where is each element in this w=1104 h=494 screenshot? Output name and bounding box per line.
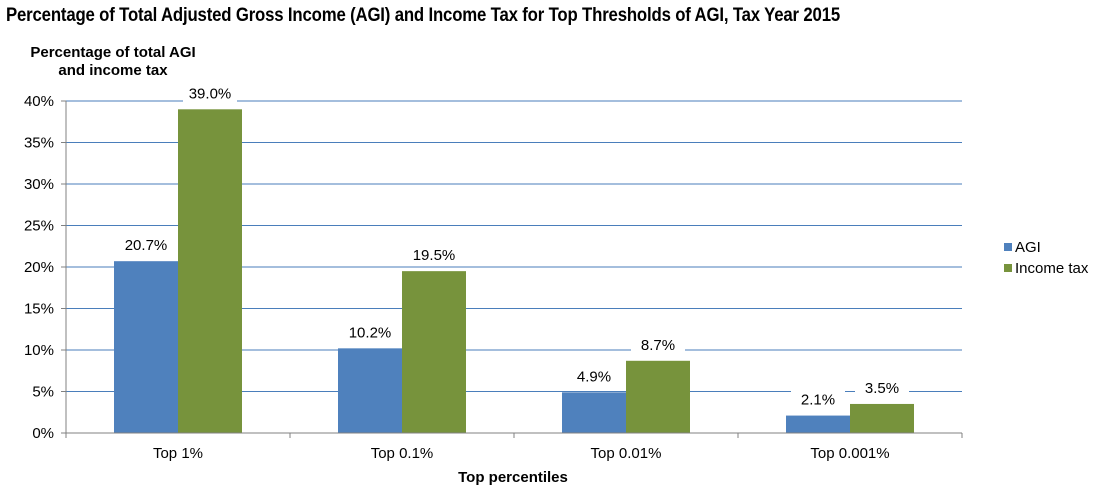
bar-agi — [562, 392, 626, 433]
data-label: 19.5% — [413, 247, 456, 264]
y-axis-title-line-1: Percentage of total AGI — [30, 44, 195, 61]
bars — [114, 109, 914, 434]
data-labels: 20.7% 39.0% 10.2% 19.5% 4.9% 8.7% 2.1% 3.5% — [119, 83, 909, 410]
data-label-background — [791, 389, 845, 410]
y-axis-title-line-2: and income tax — [58, 62, 168, 79]
y-tick-label: 25% — [24, 218, 54, 235]
data-label: 8.7% — [641, 337, 675, 354]
data-label: 10.2% — [349, 324, 392, 341]
data-label: 3.5% — [865, 380, 899, 397]
y-tick-label: 20% — [24, 259, 54, 276]
bar-income-tax — [178, 109, 242, 434]
legend-swatch-income-tax — [1004, 264, 1012, 272]
x-axis-title: Top percentiles — [458, 469, 568, 486]
legend: AGI Income tax — [1004, 239, 1089, 277]
data-label: 39.0% — [189, 85, 232, 102]
x-tick-label: Top 0.001% — [810, 445, 889, 462]
data-label-background — [631, 334, 685, 355]
data-label-background — [855, 377, 909, 398]
data-label: 2.1% — [801, 392, 835, 409]
y-axis-ticks: 0% 5% 10% 15% 20% 25% 30% 35% 40% — [24, 93, 66, 442]
x-tick-label: Top 1% — [153, 445, 203, 462]
y-tick-label: 30% — [24, 176, 54, 193]
data-label-background — [343, 322, 397, 343]
data-label-background — [567, 366, 621, 387]
legend-swatch-agi — [1004, 243, 1012, 251]
data-label-background — [407, 245, 461, 266]
y-tick-label: 0% — [32, 425, 54, 442]
y-tick-label: 5% — [32, 384, 54, 401]
legend-label-income-tax: Income tax — [1015, 260, 1089, 277]
chart-title: Percentage of Total Adjusted Gross Incom… — [6, 4, 841, 26]
bar-income-tax — [850, 403, 914, 433]
bar-agi — [114, 261, 178, 433]
x-tick-label: Top 0.01% — [591, 445, 662, 462]
bar-income-tax — [626, 360, 690, 433]
data-label: 20.7% — [125, 237, 168, 254]
y-axis-title: Percentage of total AGI and income tax — [30, 44, 195, 79]
x-axis-ticks: Top 1% Top 0.1% Top 0.01% Top 0.001% — [65, 433, 963, 462]
legend-label-agi: AGI — [1015, 239, 1041, 256]
y-tick-label: 35% — [24, 135, 54, 152]
data-label-background — [183, 83, 237, 104]
y-tick-label: 10% — [24, 342, 54, 359]
y-tick-label: 15% — [24, 301, 54, 318]
bar-income-tax — [402, 271, 466, 433]
data-label: 4.9% — [577, 368, 611, 385]
data-label-background — [119, 235, 173, 256]
bar-agi — [338, 348, 402, 433]
bar-agi — [786, 415, 850, 433]
y-tick-label: 40% — [24, 93, 54, 110]
x-tick-label: Top 0.1% — [371, 445, 434, 462]
